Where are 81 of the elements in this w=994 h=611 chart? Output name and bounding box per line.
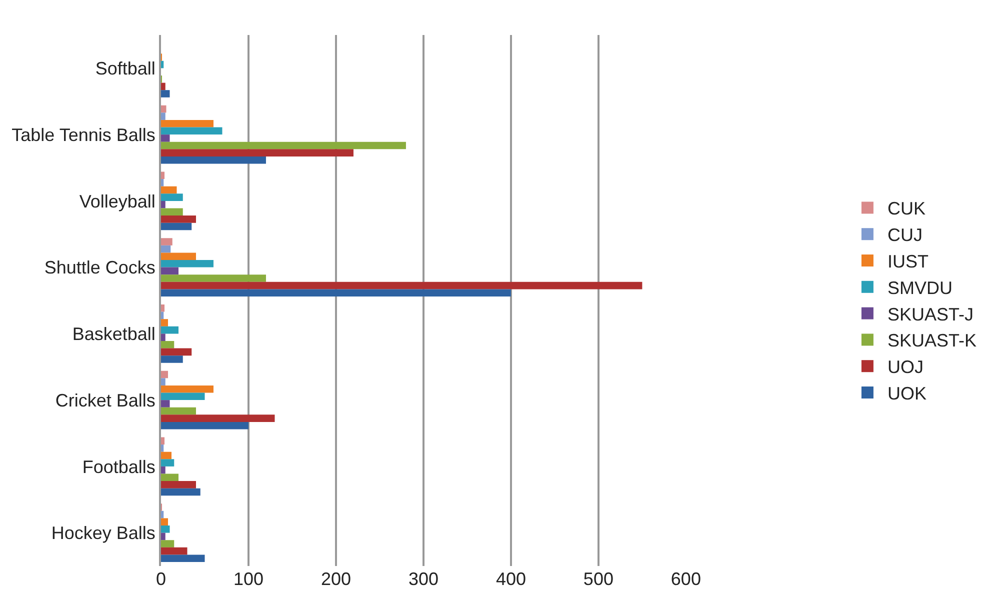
x-tick-label: 200 xyxy=(320,569,352,589)
bar xyxy=(161,127,222,135)
bar xyxy=(161,105,166,113)
y-tick-label: Footballs xyxy=(82,456,156,477)
y-tick-label: Table Tennis Balls xyxy=(12,124,156,145)
bar xyxy=(161,245,171,253)
bar xyxy=(161,474,178,482)
bar xyxy=(161,200,166,208)
bar xyxy=(161,526,170,533)
bar xyxy=(161,422,248,430)
y-tick-label: Volleyball xyxy=(79,191,156,212)
legend-label: SKUAST-J xyxy=(887,304,974,324)
bar xyxy=(161,319,168,326)
bar xyxy=(161,370,168,378)
bar xyxy=(161,60,164,68)
bar xyxy=(161,156,266,164)
bar xyxy=(161,282,642,290)
x-tick-label: 500 xyxy=(583,569,614,589)
x-tick-label: 0 xyxy=(156,569,166,589)
bar xyxy=(161,82,166,90)
legend-label: SMVDU xyxy=(887,278,952,298)
bar xyxy=(161,149,354,156)
bar xyxy=(161,414,275,422)
x-tick-label: 400 xyxy=(496,569,526,589)
bar xyxy=(161,452,172,460)
bar xyxy=(161,481,196,488)
x-tick-label: 600 xyxy=(670,569,701,589)
bar xyxy=(161,186,177,194)
bar xyxy=(161,172,164,180)
y-tick-label: Basketball xyxy=(72,324,156,344)
x-tick-label: 100 xyxy=(233,569,264,589)
bar xyxy=(161,274,266,282)
bar xyxy=(161,340,174,348)
bar xyxy=(161,532,166,540)
bar xyxy=(161,437,164,445)
x-tick-label: 300 xyxy=(408,569,438,589)
bar xyxy=(161,267,178,275)
y-tick-label: Cricket Balls xyxy=(55,390,156,410)
bar xyxy=(161,134,170,142)
bar xyxy=(161,90,170,98)
bar xyxy=(161,208,183,216)
bar xyxy=(161,334,166,341)
legend-label: CUJ xyxy=(887,225,922,246)
legend-label: UOK xyxy=(887,384,926,404)
legend-label: UOJ xyxy=(887,357,924,378)
bar xyxy=(161,222,192,230)
bar xyxy=(161,400,170,408)
bar xyxy=(161,459,174,466)
bar xyxy=(161,348,192,356)
bar xyxy=(161,392,205,400)
bar xyxy=(161,252,196,260)
bar xyxy=(161,518,168,526)
bar xyxy=(161,466,166,474)
bar xyxy=(161,510,164,518)
bar xyxy=(161,540,174,548)
bar xyxy=(161,238,172,246)
bar xyxy=(161,444,164,452)
legend-label: CUK xyxy=(887,198,926,219)
y-tick-label: Softball xyxy=(95,58,156,78)
bar xyxy=(161,289,511,297)
legend-label: IUST xyxy=(887,252,928,272)
bar xyxy=(161,179,164,186)
bar xyxy=(161,120,214,128)
bar xyxy=(161,547,188,555)
bar xyxy=(161,142,406,150)
bar xyxy=(161,407,196,415)
bar xyxy=(161,112,166,120)
bar xyxy=(161,385,214,393)
bar xyxy=(161,260,214,268)
y-tick-label: Hockey Balls xyxy=(51,523,156,544)
bar xyxy=(161,216,196,223)
bar xyxy=(161,326,178,334)
bar xyxy=(161,554,205,562)
y-tick-label: Shuttle Cocks xyxy=(44,258,156,278)
bar xyxy=(161,356,183,363)
bar xyxy=(161,488,200,496)
bar xyxy=(161,304,164,312)
bar xyxy=(161,312,164,320)
bar xyxy=(161,378,166,386)
bar xyxy=(161,194,183,201)
legend-label: SKUAST-K xyxy=(887,330,976,351)
